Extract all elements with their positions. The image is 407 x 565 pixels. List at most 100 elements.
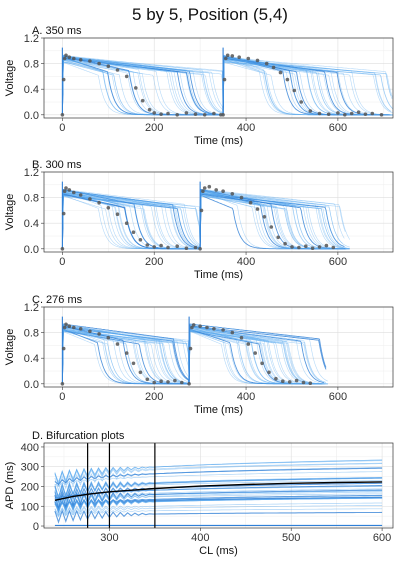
ensemble-trace (61, 188, 344, 250)
x-tick-label: 600 (329, 256, 347, 268)
data-point (292, 88, 297, 93)
x-tick-label: 400 (237, 391, 255, 403)
data-point (72, 325, 76, 330)
data-point (255, 58, 260, 63)
ensemble-traces (61, 54, 393, 116)
data-point (278, 70, 283, 75)
data-point (267, 370, 271, 375)
ensemble-trace (62, 192, 351, 249)
ensemble-trace (62, 61, 393, 116)
data-point (188, 346, 193, 351)
ensemble-traces (61, 323, 328, 385)
ensemble-trace (61, 193, 346, 250)
observed-points (60, 53, 384, 117)
data-point (225, 53, 230, 58)
data-point (190, 325, 194, 330)
x-tick-label: 0 (59, 122, 65, 134)
data-point (147, 107, 152, 112)
data-point (221, 328, 225, 332)
data-point (67, 324, 72, 329)
ensemble-trace (62, 195, 345, 250)
data-point (64, 53, 68, 58)
data-point (255, 207, 260, 211)
y-tick-label: 1.2 (24, 302, 39, 314)
data-point (299, 100, 304, 104)
x-tick-label: 400 (191, 532, 209, 544)
ensemble-trace (62, 59, 393, 116)
data-point (324, 243, 329, 248)
data-point (115, 68, 120, 72)
data-point (230, 192, 235, 196)
y-tick-label: 100 (21, 501, 39, 513)
data-point (281, 379, 285, 384)
major-grid (44, 306, 393, 387)
minor-grid (44, 307, 393, 387)
ensemble-trace (62, 327, 326, 385)
x-axis-title: Time (ms) (194, 269, 243, 281)
data-point (304, 244, 308, 248)
ensemble-trace (62, 193, 348, 250)
ensemble-trace (62, 329, 322, 385)
data-point (88, 197, 92, 201)
ensemble-trace (62, 192, 350, 249)
x-tick-label: 600 (329, 391, 347, 403)
ensemble-trace (62, 56, 393, 116)
data-point (237, 55, 241, 59)
minor-grid (44, 38, 393, 118)
data-point (60, 113, 65, 117)
ensemble-trace (62, 189, 349, 249)
data-point (201, 189, 205, 193)
data-point (202, 113, 207, 117)
data-point (212, 327, 216, 331)
data-point (166, 111, 170, 116)
data-point (184, 111, 189, 115)
data-point (262, 215, 267, 219)
ensemble-trace (62, 192, 344, 250)
data-point (124, 74, 129, 79)
observed-points (60, 322, 313, 386)
data-point (173, 378, 177, 383)
y-axis-title: Voltage (4, 329, 16, 366)
data-point (308, 381, 313, 386)
plot-area (60, 181, 351, 251)
data-point (331, 245, 336, 250)
data-point (152, 111, 156, 115)
ensemble-trace (62, 189, 347, 250)
data-point (72, 56, 76, 61)
data-point (310, 246, 315, 250)
data-point (78, 58, 83, 62)
y-tick-label: 0.4 (24, 84, 39, 96)
data-point (370, 111, 375, 116)
data-point (264, 61, 269, 66)
data-point (246, 56, 251, 61)
x-tick-label: 600 (373, 532, 391, 544)
data-point (97, 200, 101, 205)
ensemble-trace (62, 330, 324, 385)
plot-area (60, 47, 393, 117)
data-point (212, 111, 216, 116)
data-point (145, 243, 150, 247)
ensemble-trace (62, 60, 393, 116)
data-point (88, 329, 92, 334)
data-point (61, 346, 66, 351)
x-tick-label: 400 (237, 256, 255, 268)
data-point (97, 332, 101, 336)
ensemble-trace (62, 195, 345, 250)
ensemble-trace (62, 331, 322, 385)
x-tick-label: 400 (237, 122, 255, 134)
data-point (152, 380, 156, 385)
ensemble-trace (62, 325, 325, 385)
plot-frame (43, 442, 394, 529)
data-point (61, 211, 66, 216)
y-tick-label: 0.0 (24, 244, 39, 256)
data-point (193, 245, 198, 250)
data-point (260, 361, 264, 366)
data-point (191, 323, 196, 327)
data-point (363, 112, 368, 116)
panel-title: C. 276 ms (32, 294, 83, 306)
data-point (317, 111, 322, 116)
ensemble-trace (62, 61, 393, 116)
ensemble-trace (62, 195, 346, 250)
data-point (274, 376, 278, 381)
